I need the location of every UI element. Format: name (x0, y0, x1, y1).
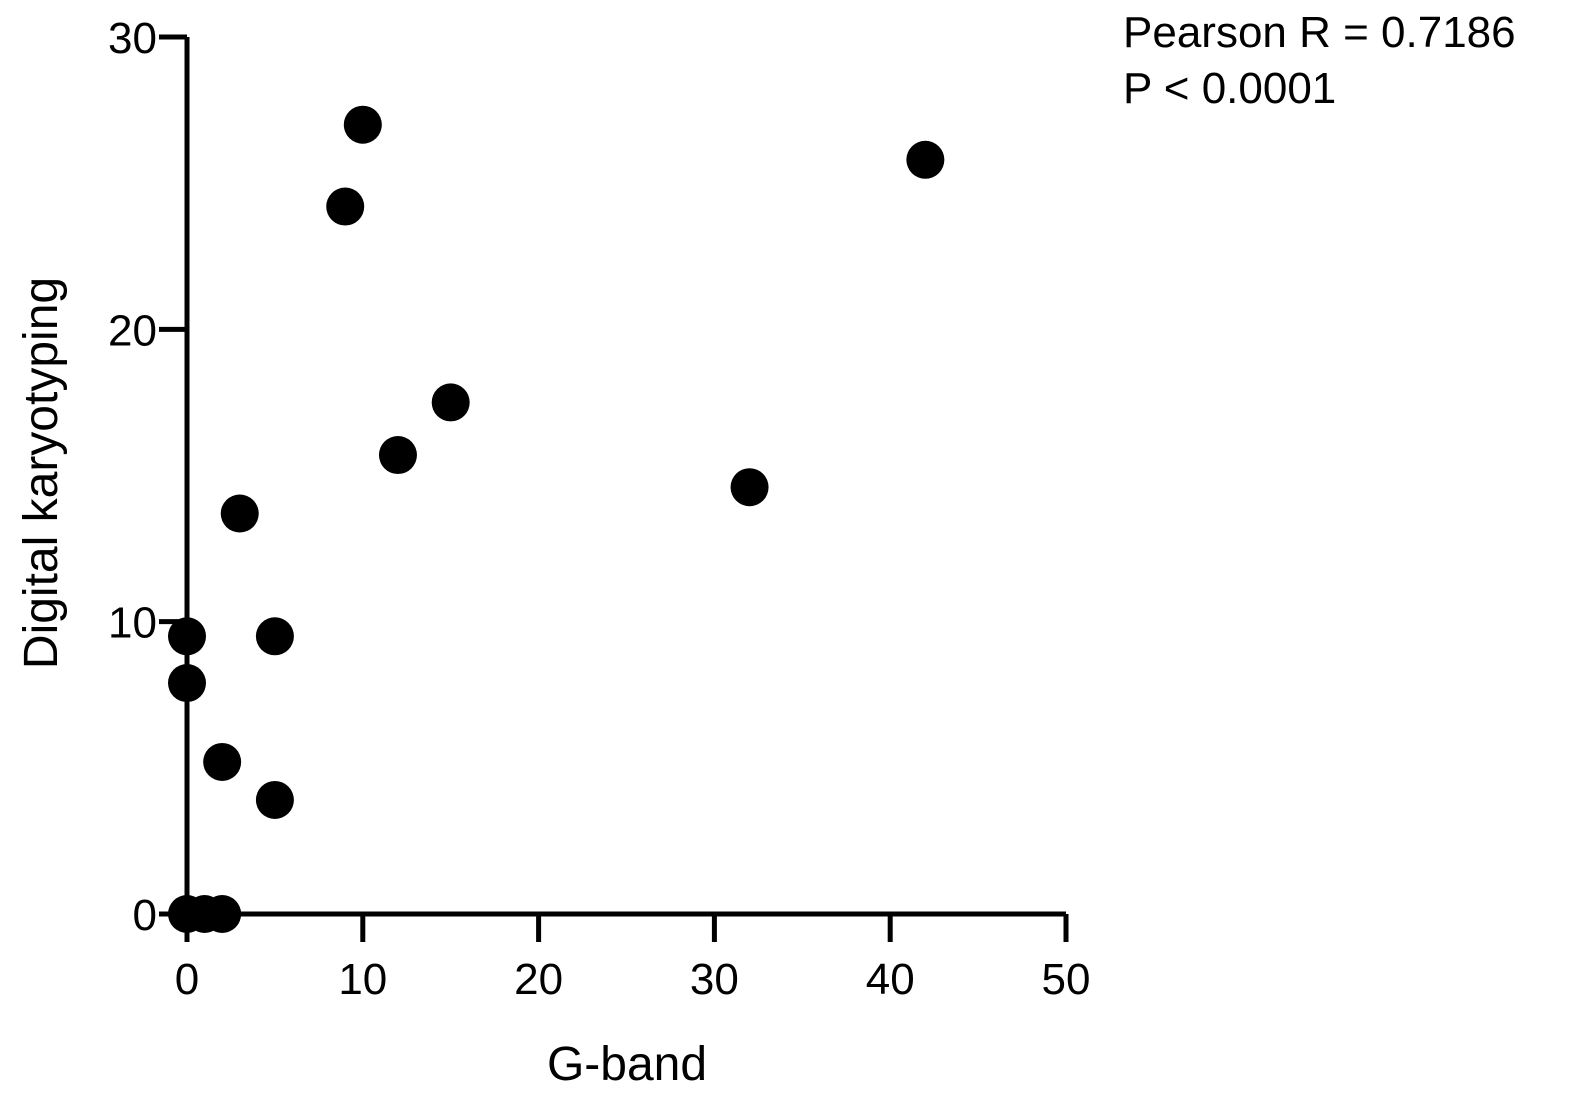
y-tick-label: 30 (108, 14, 157, 63)
y-axis: 0 10 20 30 (108, 14, 190, 940)
data-point (220, 494, 259, 533)
data-point (906, 140, 945, 179)
x-tick-label: 50 (1042, 955, 1091, 1004)
x-tick-label: 40 (866, 955, 915, 1004)
data-point (255, 617, 294, 656)
data-points (168, 105, 945, 933)
pearson-annotation: Pearson R = 0.7186 (1123, 8, 1516, 57)
x-tick-label: 10 (338, 955, 387, 1004)
data-point (203, 895, 242, 933)
data-point (203, 742, 242, 781)
x-axis: 0 10 20 30 40 50 (175, 911, 1091, 1004)
y-axis-title: Digital karyotyping (15, 277, 68, 669)
y-tick-label: 20 (108, 306, 157, 355)
y-tick-label: 10 (108, 599, 157, 648)
data-point (343, 105, 382, 144)
y-tick-label: 0 (133, 891, 157, 940)
data-point (431, 383, 470, 422)
x-axis-title: G-band (547, 1038, 707, 1091)
data-point (168, 664, 206, 703)
data-point (326, 187, 365, 226)
x-tick-label: 20 (514, 955, 563, 1004)
x-tick-label: 0 (175, 955, 199, 1004)
p-value-annotation: P < 0.0001 (1123, 64, 1336, 113)
data-point (730, 468, 769, 507)
data-point (255, 780, 294, 819)
data-point (378, 436, 417, 475)
x-tick-label: 30 (690, 955, 739, 1004)
data-point (168, 617, 206, 656)
